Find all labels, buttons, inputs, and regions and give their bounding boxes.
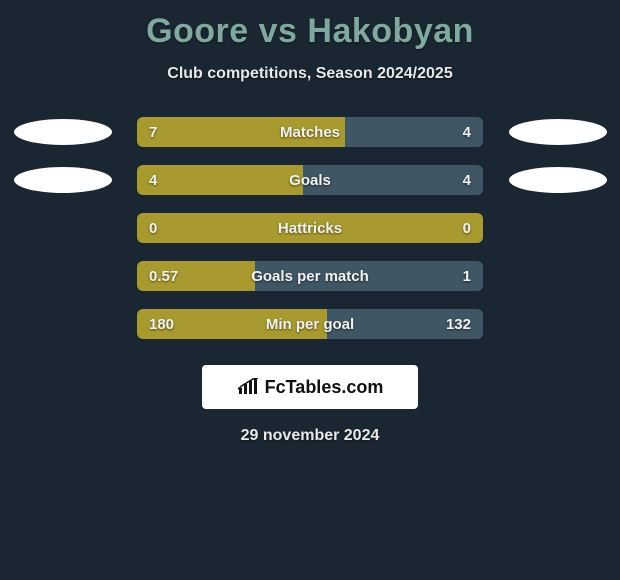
stat-bar: 7 4 Matches bbox=[137, 117, 483, 147]
stat-row: 180 132 Min per goal bbox=[0, 309, 620, 339]
stat-bar: 0.57 1 Goals per match bbox=[137, 261, 483, 291]
stat-row: 0.57 1 Goals per match bbox=[0, 261, 620, 291]
stat-label: Hattricks bbox=[278, 220, 342, 237]
stats-container: 7 4 Matches 4 4 Goals 0 0 Hattricks 0.57 1 Goals pe… bbox=[0, 117, 620, 339]
right-team-icon-slot bbox=[505, 309, 610, 339]
stat-value-left: 0.57 bbox=[149, 268, 178, 285]
page-title: Goore vs Hakobyan bbox=[0, 0, 620, 51]
team-ellipse-icon bbox=[14, 167, 112, 193]
subtitle: Club competitions, Season 2024/2025 bbox=[0, 65, 620, 83]
left-team-icon-slot bbox=[10, 261, 115, 291]
left-team-icon-slot bbox=[10, 117, 115, 147]
stat-row: 0 0 Hattricks bbox=[0, 213, 620, 243]
team-ellipse-icon bbox=[14, 119, 112, 145]
team-ellipse-icon bbox=[509, 167, 607, 193]
stat-label: Min per goal bbox=[266, 316, 354, 333]
fctables-logo[interactable]: FcTables.com bbox=[202, 365, 418, 409]
stat-row: 4 4 Goals bbox=[0, 165, 620, 195]
stat-bar: 180 132 Min per goal bbox=[137, 309, 483, 339]
stat-label: Goals bbox=[289, 172, 331, 189]
stat-value-right: 4 bbox=[463, 124, 471, 141]
date-label: 29 november 2024 bbox=[0, 427, 620, 445]
stat-value-right: 4 bbox=[463, 172, 471, 189]
stat-value-right: 1 bbox=[463, 268, 471, 285]
stat-bar: 0 0 Hattricks bbox=[137, 213, 483, 243]
right-team-icon-slot bbox=[505, 165, 610, 195]
left-team-icon-slot bbox=[10, 309, 115, 339]
right-team-icon-slot bbox=[505, 213, 610, 243]
stat-value-right: 132 bbox=[446, 316, 471, 333]
left-team-icon-slot bbox=[10, 213, 115, 243]
stat-row: 7 4 Matches bbox=[0, 117, 620, 147]
stat-label: Matches bbox=[280, 124, 340, 141]
logo-text: FcTables.com bbox=[265, 377, 384, 398]
right-team-icon-slot bbox=[505, 117, 610, 147]
stat-bar-left-fill bbox=[137, 165, 303, 195]
bar-chart-icon bbox=[237, 378, 259, 396]
team-ellipse-icon bbox=[509, 119, 607, 145]
right-team-icon-slot bbox=[505, 261, 610, 291]
stat-value-left: 180 bbox=[149, 316, 174, 333]
stat-value-left: 4 bbox=[149, 172, 157, 189]
stat-value-right: 0 bbox=[463, 220, 471, 237]
stat-bar: 4 4 Goals bbox=[137, 165, 483, 195]
stat-label: Goals per match bbox=[251, 268, 369, 285]
left-team-icon-slot bbox=[10, 165, 115, 195]
stat-value-left: 7 bbox=[149, 124, 157, 141]
stat-value-left: 0 bbox=[149, 220, 157, 237]
